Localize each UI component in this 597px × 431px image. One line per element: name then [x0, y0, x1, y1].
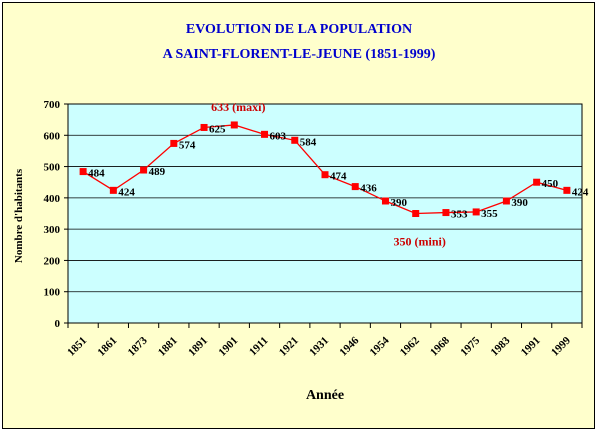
data-point [140, 166, 148, 174]
y-tick-label: 500 [44, 162, 61, 174]
data-label: 353 [451, 209, 468, 221]
data-label: 603 [270, 130, 287, 142]
data-point [442, 209, 450, 217]
x-tick-label: 1851 [65, 335, 89, 359]
data-label: 424 [118, 186, 135, 198]
series-population [79, 121, 571, 217]
y-tick-label: 300 [44, 224, 61, 236]
data-label: 489 [149, 166, 166, 178]
annotation: 633 (maxi) [211, 100, 265, 114]
x-tick-label: 1921 [277, 335, 301, 359]
y-tick-label: 400 [44, 193, 61, 205]
y-tick-label: 200 [44, 255, 61, 267]
data-label: 390 [511, 197, 528, 209]
data-label: 436 [360, 183, 377, 195]
annotations: 633 (maxi) 350 (mini) [211, 100, 446, 249]
x-tick-label: 1911 [247, 335, 271, 359]
x-tick-label: 1983 [488, 334, 512, 358]
x-tick-label: 1962 [398, 334, 422, 358]
data-point [170, 139, 178, 147]
data-label: 574 [179, 139, 196, 151]
data-label: 484 [88, 168, 105, 180]
annotation: 350 (mini) [394, 235, 446, 249]
data-point [351, 183, 359, 191]
x-tick-label: 1873 [126, 334, 150, 358]
population-chart: EVOLUTION DE LA POPULATION A SAINT-FLORE… [13, 22, 589, 403]
x-tick-label: 1954 [368, 334, 392, 358]
y-tick-label: 600 [44, 130, 61, 142]
data-point [563, 186, 571, 194]
data-point [412, 210, 420, 217]
data-point [321, 171, 329, 179]
data-labels: 484 424 489 574 625 603 584 474 436 390 353 355 390 4… [88, 123, 589, 220]
y-tick-labels: 0 100 200 300 400 500 600 700 [44, 99, 61, 330]
data-point [472, 208, 480, 216]
data-point [230, 121, 238, 129]
data-point [502, 197, 510, 205]
data-point [261, 130, 269, 138]
data-point [79, 168, 87, 176]
data-point [200, 123, 208, 131]
x-tick-label: 1931 [307, 335, 331, 359]
y-axis-title: Nombre d'habitants [13, 168, 25, 263]
x-axis-title: Année [306, 388, 344, 403]
x-tick-label: 1946 [337, 334, 361, 358]
y-tick-label: 100 [44, 287, 61, 299]
data-label: 424 [572, 186, 589, 198]
plot-area [67, 103, 583, 324]
x-tick-label: 1999 [549, 334, 573, 358]
data-point [109, 186, 117, 194]
data-label: 450 [542, 178, 559, 190]
x-tick-label: 1881 [156, 335, 180, 359]
chart-title: EVOLUTION DE LA POPULATION [186, 22, 412, 37]
x-tick-label: 1861 [95, 335, 119, 359]
x-tick-label: 1968 [428, 334, 452, 358]
data-point [291, 136, 299, 144]
gridlines [64, 103, 583, 328]
y-tick-label: 0 [55, 318, 61, 330]
x-tick-label: 1975 [458, 334, 482, 358]
y-tick-label: 700 [44, 99, 61, 111]
data-label: 474 [330, 171, 347, 183]
data-label: 625 [209, 123, 226, 135]
data-label: 355 [481, 208, 498, 220]
data-label: 584 [300, 136, 317, 148]
x-tick-label: 1901 [216, 335, 240, 359]
data-point [381, 197, 389, 205]
chart-subtitle: A SAINT-FLORENT-LE-JEUNE (1851-1999) [163, 47, 436, 62]
x-tick-label: 1991 [519, 335, 543, 359]
data-point [533, 178, 541, 186]
data-label: 390 [390, 197, 407, 209]
x-tick-label: 1891 [186, 335, 210, 359]
x-tick-labels: 1851 1861 1873 1881 1891 1901 1911 1921 1931 1946… [65, 334, 573, 358]
